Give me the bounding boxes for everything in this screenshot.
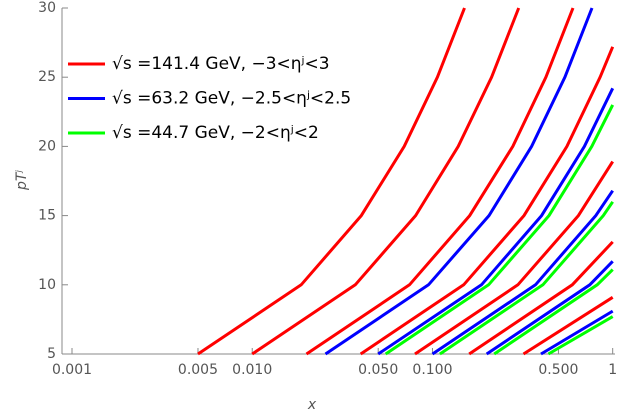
x-tick-label: 0.500: [538, 362, 578, 378]
curve: [251, 7, 521, 356]
y-tick-label: 25: [38, 69, 56, 85]
curve: [547, 315, 614, 356]
x-tick-label: 1: [608, 362, 617, 378]
legend-label: √s =141.4 GeV, −3<ηʲ<3: [112, 54, 330, 74]
x-axis-label: x: [307, 397, 317, 413]
x-tick-label: 0.010: [232, 362, 272, 378]
curve: [485, 260, 614, 356]
curve: [439, 200, 614, 356]
y-tick-label: 15: [38, 208, 56, 224]
curve: [384, 104, 615, 356]
curve: [540, 309, 614, 356]
y-axis-label: pTʲ: [14, 170, 30, 191]
y-tick-label: 20: [38, 138, 56, 154]
x-tick-label: 0.001: [52, 362, 92, 378]
y-tick-label: 5: [47, 346, 56, 362]
legend-label: √s =44.7 GeV, −2<ηʲ<2: [112, 123, 319, 143]
x-tick-label: 0.100: [412, 362, 452, 378]
curve: [468, 240, 614, 356]
legend-label: √s =63.2 GeV, −2.5<ηʲ<2.5: [112, 89, 351, 109]
curve: [359, 46, 615, 356]
x-tick-label: 0.050: [358, 362, 398, 378]
curve: [197, 7, 466, 356]
curve: [493, 268, 614, 356]
y-tick-label: 10: [38, 277, 56, 293]
curve: [431, 189, 614, 356]
curve: [377, 87, 615, 356]
curve: [414, 160, 614, 356]
y-tick-label: 30: [38, 0, 56, 16]
x-tick-label: 0.005: [178, 362, 218, 378]
curve: [324, 7, 594, 356]
curve: [522, 296, 614, 356]
curve: [305, 7, 575, 356]
